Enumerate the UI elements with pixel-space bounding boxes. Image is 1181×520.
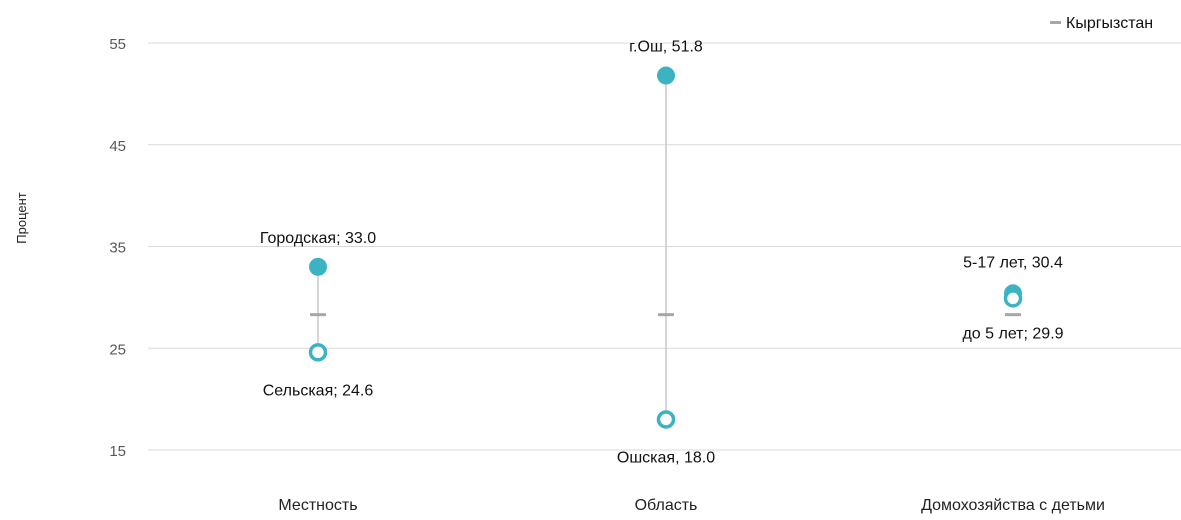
data-label: г.Ош, 51.8 [629,39,703,56]
x-category-label: Местность [278,497,357,514]
y-tick-label: 35 [109,240,126,257]
legend-marker [1050,21,1061,24]
filled-marker [309,257,327,276]
y-tick-label: 25 [109,341,126,358]
range-lines [317,75,1014,420]
data-label: до 5 лет; 29.9 [962,325,1063,342]
data-label: Сельская; 24.6 [263,382,374,399]
hollow-marker [1003,289,1023,308]
category-labels: Местность Область Домохозяйства с детьми [278,497,1105,514]
reference-marker [1005,313,1021,317]
reference-marker [658,313,674,317]
y-tick-label: 45 [109,138,126,155]
data-label: Ошская, 18.0 [617,449,715,466]
reference-marker [310,313,326,317]
reference-markers [310,313,1021,317]
data-label: Городская; 33.0 [260,230,376,247]
data-labels: Городская; 33.0 Сельская; 24.6 г.Ош, 51.8 О… [260,39,1064,467]
x-category-label: Домохозяйства с детьми [921,497,1105,514]
y-axis-title: Процент [14,192,29,244]
filled-marker [657,66,675,85]
y-tick-labels: 15 25 35 45 55 [109,36,126,460]
legend: Кыргызстан [1050,15,1153,32]
data-markers [308,66,1023,429]
hollow-marker [308,343,328,362]
data-label: 5-17 лет, 30.4 [963,254,1063,271]
x-category-label: Область [635,497,698,514]
hollow-marker [656,410,676,429]
y-tick-label: 15 [109,443,126,460]
y-tick-label: 55 [109,36,126,53]
legend-label: Кыргызстан [1066,15,1153,32]
